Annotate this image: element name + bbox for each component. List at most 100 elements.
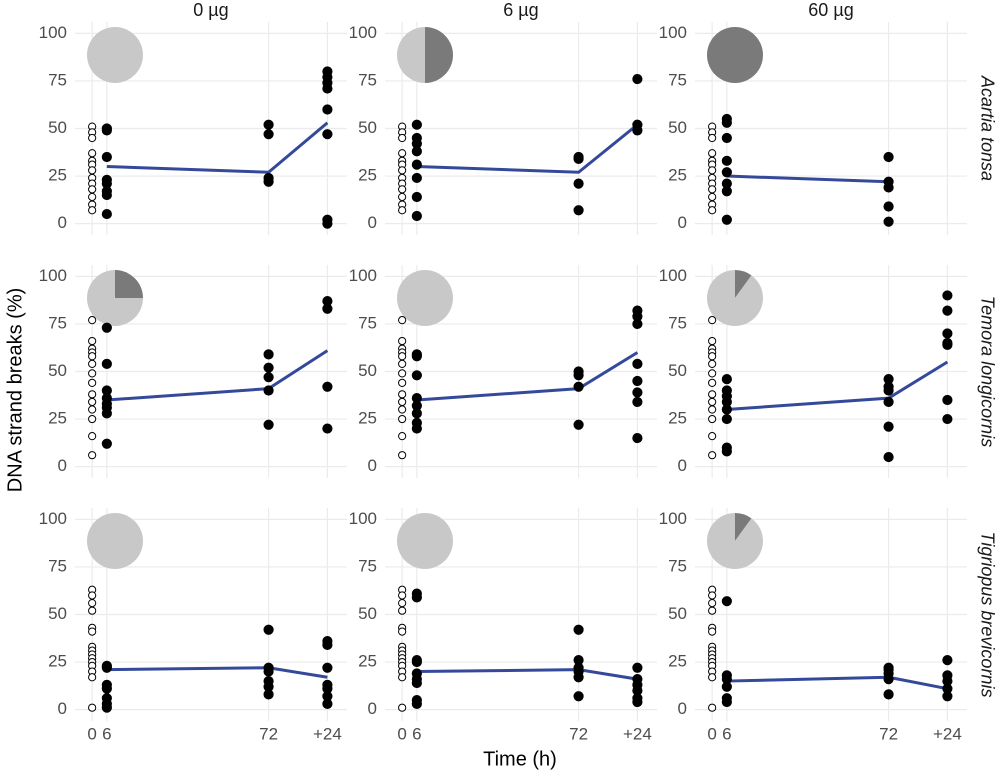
point (411, 119, 422, 130)
point (411, 210, 422, 222)
y-tick-label: 50 (668, 604, 687, 623)
open-point (708, 606, 717, 615)
y-tick-label: 75 (668, 313, 687, 332)
point (721, 214, 732, 225)
point (263, 419, 274, 430)
point (883, 385, 894, 396)
point (883, 396, 894, 408)
point (322, 423, 333, 434)
y-tick-label: 25 (358, 652, 377, 671)
y-tick-label: 0 (58, 213, 67, 232)
column-title: 0 µg (193, 0, 228, 20)
open-point (398, 606, 407, 615)
x-axis-label: Time (h) (483, 748, 557, 770)
trend-line (106, 349, 329, 402)
open-point (398, 359, 407, 368)
open-point (708, 316, 717, 325)
row-title: Temora longicornis (977, 296, 997, 447)
point (721, 117, 732, 128)
open-point (398, 397, 407, 407)
open-point (398, 673, 407, 682)
y-tick-label: 75 (358, 70, 377, 89)
open-point (708, 432, 717, 441)
open-point (88, 336, 97, 346)
point (263, 129, 274, 140)
point (322, 698, 333, 709)
open-point (708, 673, 717, 682)
open-point (398, 432, 407, 441)
open-point (398, 192, 407, 202)
trend-line (416, 351, 639, 402)
point (322, 303, 333, 314)
point (322, 639, 333, 651)
point (942, 413, 953, 425)
y-tick-label: 25 (358, 409, 377, 428)
y-tick-label: 75 (48, 313, 67, 332)
pie-slice (707, 270, 764, 326)
point (101, 662, 112, 673)
open-point (88, 369, 97, 378)
point (573, 419, 584, 430)
open-point (88, 316, 97, 325)
open-point (398, 336, 407, 346)
open-point (398, 598, 407, 608)
trend-line (416, 123, 639, 174)
y-tick-label: 100 (349, 23, 377, 42)
open-point (708, 627, 717, 636)
point (632, 662, 643, 673)
point (573, 672, 584, 683)
open-point (708, 352, 717, 361)
open-point (708, 185, 717, 194)
y-tick-label: 25 (358, 166, 377, 185)
y-tick-label: 75 (358, 556, 377, 575)
open-point (88, 414, 97, 424)
open-point (708, 414, 717, 424)
open-point (88, 432, 97, 441)
open-point (88, 390, 97, 399)
pie-slice (397, 513, 453, 569)
point (322, 104, 333, 115)
open-point (88, 352, 97, 361)
open-point (398, 451, 407, 460)
y-tick-label: 0 (368, 699, 377, 718)
pie-slice (397, 27, 425, 83)
open-point (398, 703, 407, 712)
point (263, 666, 274, 677)
point (263, 689, 274, 700)
x-tick-label: 0 (87, 724, 96, 743)
point (263, 349, 274, 360)
point (411, 698, 422, 709)
point (101, 702, 112, 713)
point (411, 146, 422, 157)
point (411, 172, 422, 184)
open-point (398, 352, 407, 361)
open-point (398, 627, 407, 636)
point (632, 387, 643, 398)
open-point (398, 149, 407, 158)
pie-slice (707, 513, 764, 570)
point (721, 681, 732, 692)
point (632, 432, 643, 444)
point (573, 205, 584, 216)
x-tick-label: 0 (397, 724, 406, 743)
point (411, 351, 422, 362)
open-point (398, 390, 407, 399)
point (573, 691, 584, 702)
y-tick-label: 100 (39, 266, 67, 285)
point (101, 125, 112, 136)
open-point (88, 397, 97, 407)
point (632, 375, 643, 387)
open-point (708, 359, 717, 368)
open-point (708, 166, 717, 175)
open-point (708, 703, 717, 712)
point (721, 374, 732, 385)
point (942, 328, 953, 339)
open-point (708, 336, 717, 346)
point (942, 394, 953, 406)
y-tick-label: 100 (39, 23, 67, 42)
open-point (398, 405, 407, 414)
open-point (398, 133, 407, 143)
point (322, 83, 333, 94)
pie-slice (735, 270, 752, 298)
x-tick-label: 72 (569, 724, 588, 743)
